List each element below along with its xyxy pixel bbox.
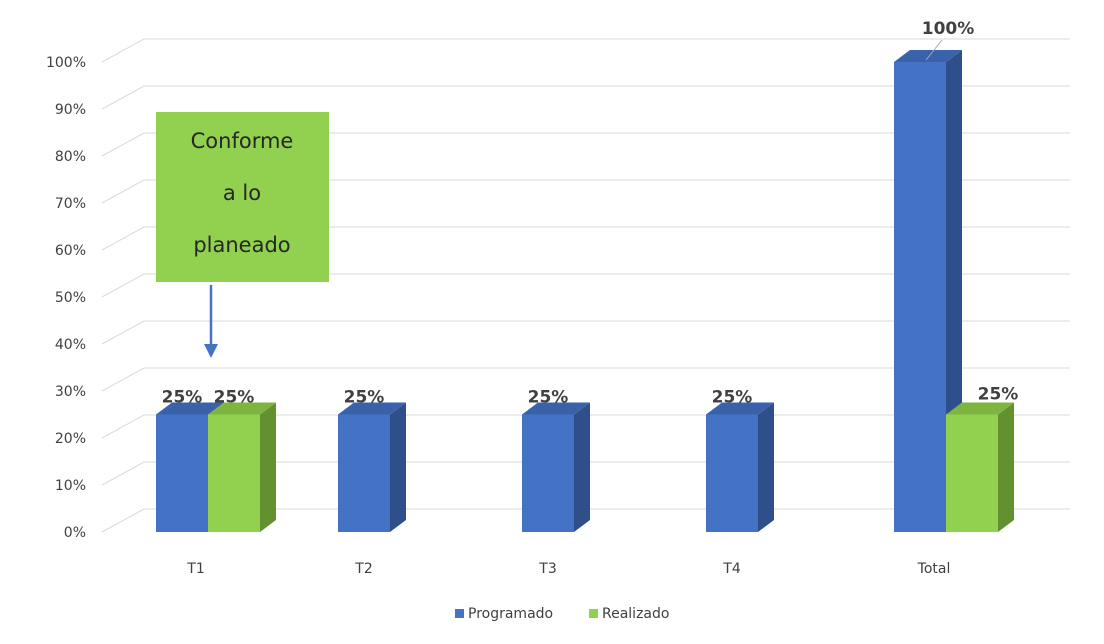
y-tick-label: 20% <box>55 431 86 447</box>
y-tick-label: 60% <box>55 243 86 259</box>
data-label: 25% <box>978 385 1019 405</box>
bar-programado <box>338 414 390 532</box>
leader-line <box>925 39 943 61</box>
callout-arrowhead <box>204 344 218 358</box>
legend-swatch <box>589 609 598 618</box>
data-label: 25% <box>528 388 569 408</box>
callout-text-line: planeado <box>193 233 290 257</box>
x-tick-label: T2 <box>354 561 372 577</box>
y-tick-label: 40% <box>55 337 86 353</box>
data-label: 25% <box>344 388 385 408</box>
gridline <box>101 85 1070 110</box>
gridline <box>101 38 1070 63</box>
bar-realizado <box>208 414 260 532</box>
bar-top <box>208 402 276 415</box>
callout-text-line: a lo <box>223 181 261 205</box>
bar-side <box>260 402 276 532</box>
data-label: 25% <box>214 388 255 408</box>
gridline <box>101 273 1070 298</box>
gridline <box>101 226 1070 251</box>
y-tick-label: 90% <box>55 102 86 118</box>
bar-programado <box>894 62 946 532</box>
callout-text-line: Conforme <box>191 129 294 153</box>
y-tick-label: 80% <box>55 149 86 165</box>
bar-side <box>574 402 590 532</box>
y-tick-label: 50% <box>55 290 86 306</box>
x-tick-label: T4 <box>722 561 741 577</box>
legend-label: Programado <box>468 606 553 622</box>
legend-label: Realizado <box>602 606 669 622</box>
bar-side <box>758 402 774 532</box>
x-tick-label: T1 <box>186 561 204 577</box>
gridline <box>101 367 1070 392</box>
gridline <box>101 320 1070 345</box>
bar-side <box>998 402 1014 532</box>
callout-box <box>156 112 329 282</box>
y-tick-label: 0% <box>64 525 86 541</box>
bar-top <box>894 50 962 62</box>
x-tick-label: Total <box>917 561 951 577</box>
y-tick-label: 70% <box>55 196 86 212</box>
bar-programado <box>522 414 574 532</box>
y-tick-label: 10% <box>55 478 86 494</box>
data-label: 25% <box>712 388 753 408</box>
bar-top <box>946 402 1014 415</box>
bar-top <box>706 402 774 415</box>
x-tick-label: T3 <box>538 561 556 577</box>
data-label: 25% <box>162 388 203 408</box>
bar-programado <box>156 414 208 532</box>
bar-top <box>338 402 406 415</box>
bar-realizado <box>946 414 998 532</box>
y-tick-label: 100% <box>46 55 86 71</box>
bar-top <box>156 402 224 415</box>
y-tick-label: 30% <box>55 384 86 400</box>
bar-programado <box>706 414 758 532</box>
data-label: 100% <box>922 19 975 39</box>
legend-swatch <box>455 609 464 618</box>
gridline <box>101 132 1070 157</box>
gridline <box>101 179 1070 204</box>
bar-top <box>522 402 590 415</box>
bar-side <box>390 402 406 532</box>
